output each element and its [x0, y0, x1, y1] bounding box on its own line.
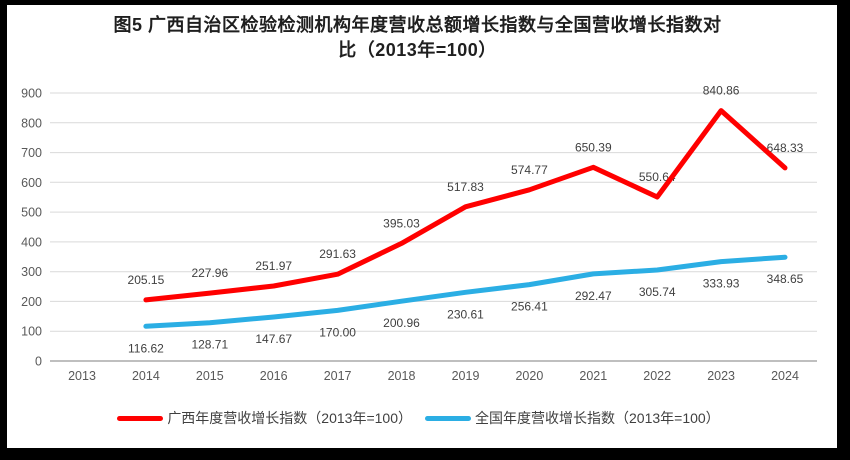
- national-index-line: [143, 254, 788, 329]
- x-tick-label: 2021: [579, 369, 607, 383]
- data-label-series0: 291.63: [319, 247, 356, 261]
- data-label-series1: 147.67: [255, 332, 292, 346]
- data-label-series1: 292.47: [575, 289, 612, 303]
- x-tick-label: 2018: [388, 369, 416, 383]
- chart-title-line2: 比（2013年=100）: [338, 40, 497, 60]
- x-tick-label: 2017: [324, 369, 352, 383]
- y-tick-label: 400: [21, 235, 42, 249]
- data-label-series0: 840.86: [703, 84, 740, 98]
- frame-border-left: [0, 0, 7, 460]
- y-tick-label: 200: [21, 295, 42, 309]
- data-label-series0: 517.83: [447, 180, 484, 194]
- x-tick-label: 2024: [771, 369, 799, 383]
- data-label-series0: 395.03: [383, 216, 420, 230]
- x-tick-label: 2013: [68, 369, 96, 383]
- data-label-series0: 227.96: [191, 266, 228, 280]
- y-tick-label: 500: [21, 206, 42, 220]
- legend-label-guangxi: 广西年度营收增长指数（2013年=100）: [167, 410, 412, 426]
- x-tick-label: 2020: [515, 369, 543, 383]
- data-label-series0: 574.77: [511, 163, 548, 177]
- data-label-series1: 256.41: [511, 300, 548, 314]
- data-label-series1: 170.00: [319, 325, 356, 339]
- data-label-series1: 333.93: [703, 277, 740, 291]
- frame-border-top: [0, 0, 850, 5]
- guangxi-line-swatch: [117, 415, 164, 421]
- x-tick-label: 2016: [260, 369, 288, 383]
- frame-border-bottom: [0, 448, 850, 460]
- x-tick-label: 2023: [707, 369, 735, 383]
- data-label-series0: 648.33: [767, 141, 804, 155]
- data-label-series0: 251.97: [255, 259, 292, 273]
- national-line-swatch: [425, 415, 471, 421]
- x-tick-label: 2015: [196, 369, 224, 383]
- y-tick-label: 600: [21, 176, 42, 190]
- legend-item-national: 全国年度营收增长指数（2013年=100）: [425, 408, 720, 428]
- x-tick-label: 2022: [643, 369, 671, 383]
- data-label-series1: 348.65: [767, 272, 804, 286]
- y-tick-label: 300: [21, 265, 42, 279]
- y-tick-label: 700: [21, 146, 42, 160]
- chart-title-line1: 图5 广西自治区检验检测机构年度营收总额增长指数与全国营收增长指数对: [113, 15, 722, 35]
- guangxi-index-line: [143, 108, 788, 303]
- data-label-series1: 200.96: [383, 316, 420, 330]
- chart-title: 图5 广西自治区检验检测机构年度营收总额增长指数与全国营收增长指数对 比（201…: [30, 13, 805, 63]
- y-tick-label: 800: [21, 116, 42, 130]
- legend-label-national: 全国年度营收增长指数（2013年=100）: [475, 410, 720, 426]
- y-tick-label: 100: [21, 325, 42, 339]
- data-label-series1: 128.71: [191, 338, 228, 352]
- data-label-series1: 230.61: [447, 307, 484, 321]
- legend-item-guangxi: 广西年度营收增长指数（2013年=100）: [117, 408, 412, 428]
- frame-border-right: [837, 0, 850, 460]
- x-tick-label: 2019: [452, 369, 480, 383]
- data-label-series0: 205.15: [128, 273, 165, 287]
- data-label-series1: 305.74: [639, 285, 676, 299]
- x-tick-label: 2014: [132, 369, 160, 383]
- data-label-series0: 650.39: [575, 140, 612, 154]
- data-label-series1: 116.62: [128, 341, 164, 355]
- y-tick-label: 900: [21, 87, 42, 101]
- y-tick-label: 0: [35, 355, 42, 369]
- chart-legend: 广西年度营收增长指数（2013年=100） 全国年度营收增长指数（2013年=1…: [0, 408, 837, 428]
